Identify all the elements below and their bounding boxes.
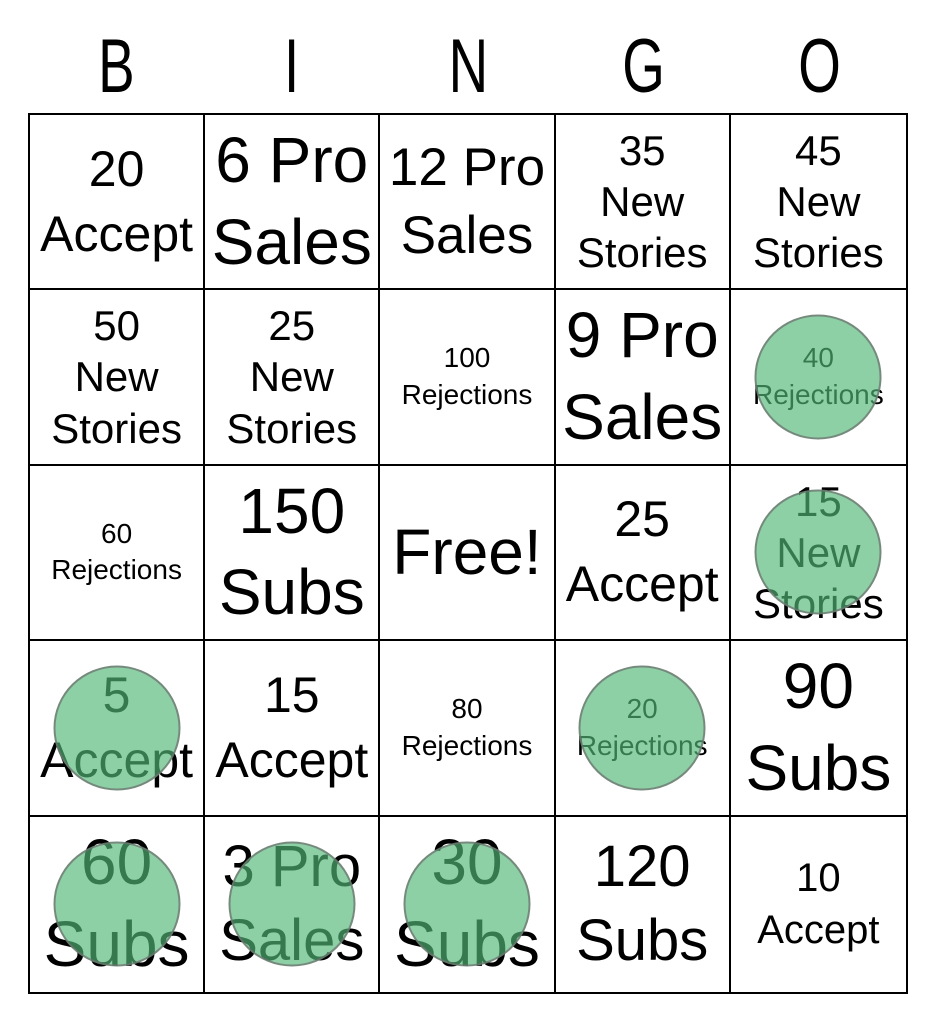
cell-label: 20 Rejections	[576, 692, 708, 761]
bingo-cell[interactable]: 120 Subs	[556, 816, 731, 992]
cell-label: 12 Pro Sales	[388, 137, 546, 265]
bingo-cell[interactable]: 9 Pro Sales	[555, 290, 731, 466]
bingo-cell[interactable]: 20 Rejections	[555, 641, 731, 817]
bingo-cell[interactable]: 25 New Stories	[205, 290, 381, 466]
bingo-title: B I N G O	[28, 0, 908, 113]
bingo-cell[interactable]: 60 Rejections	[30, 465, 206, 642]
cell-label: 80 Rejections	[401, 692, 533, 761]
cell-label: 90 Subs	[745, 649, 892, 804]
title-letter: B	[97, 24, 135, 109]
bingo-cell[interactable]: 150 Subs	[205, 465, 381, 642]
bingo-cell[interactable]: 12 Pro Sales	[380, 115, 556, 291]
title-letter: N	[448, 24, 488, 109]
title-letter-n: N	[380, 29, 556, 105]
title-letter-i: I	[204, 29, 380, 105]
bingo-cell[interactable]: 10 Accept	[731, 817, 906, 992]
cell-label: 15 Accept	[215, 666, 369, 788]
cell-label: 40 Rejections	[753, 342, 884, 411]
cell-label: 5 Accept	[40, 666, 194, 788]
title-letter: G	[622, 24, 666, 109]
cell-label: 35 New Stories	[576, 126, 708, 277]
cell-label: 10 Accept	[757, 856, 880, 953]
bingo-cell[interactable]: 45 New Stories	[730, 115, 906, 291]
bingo-cell[interactable]: 40 Rejections	[730, 290, 906, 466]
cell-label: 45 New Stories	[753, 126, 884, 277]
bingo-grid: 20 Accept 6 Pro Sales 12 Pro Sales 35 Ne…	[28, 113, 908, 994]
bingo-cell[interactable]: 80 Rejections	[380, 641, 556, 817]
title-letter: O	[798, 24, 842, 109]
cell-label: 100 Rejections	[401, 342, 533, 411]
cell-label: 20 Accept	[40, 140, 194, 262]
cell-label: 15 New Stories	[753, 477, 884, 628]
cell-label: 150 Subs	[218, 474, 365, 629]
cell-label: 25 New Stories	[226, 302, 358, 452]
cell-label: 9 Pro Sales	[562, 299, 723, 454]
bingo-cell[interactable]: 50 New Stories	[30, 290, 206, 466]
cell-label: Free!	[392, 515, 542, 588]
cell-label: 120 Subs	[576, 834, 709, 974]
bingo-cell[interactable]: 25 Accept	[555, 465, 731, 642]
bingo-cell[interactable]: 20 Accept	[30, 115, 206, 291]
bingo-cell[interactable]: 35 New Stories	[555, 115, 731, 291]
cell-label: 30 Subs	[394, 826, 540, 981]
title-letter-o: O	[732, 29, 908, 105]
cell-label: 25 Accept	[565, 491, 719, 613]
bingo-card: B I N G O 20 Accept 6 Pro Sales 12 Pro S…	[28, 0, 908, 994]
bingo-cell[interactable]: 100 Rejections	[380, 290, 556, 466]
bingo-cell[interactable]: 15 Accept	[205, 641, 381, 817]
cell-label: 3 Pro Sales	[219, 834, 365, 974]
cell-label: 50 New Stories	[51, 302, 182, 452]
bingo-cell[interactable]: 30 Subs	[380, 816, 556, 992]
cell-label: 60 Subs	[43, 826, 190, 981]
bingo-cell-free[interactable]: Free!	[380, 465, 556, 642]
cell-label: 6 Pro Sales	[211, 123, 372, 278]
bingo-cell[interactable]: 5 Accept	[30, 641, 206, 817]
bingo-cell[interactable]: 15 New Stories	[730, 466, 906, 642]
title-letter: I	[284, 24, 300, 109]
bingo-cell[interactable]: 90 Subs	[730, 641, 906, 817]
cell-label: 60 Rejections	[51, 517, 182, 586]
title-letter-g: G	[556, 29, 732, 105]
bingo-cell[interactable]: 60 Subs	[30, 816, 206, 992]
title-letter-b: B	[28, 29, 204, 105]
bingo-cell[interactable]: 3 Pro Sales	[205, 816, 381, 992]
bingo-cell[interactable]: 6 Pro Sales	[205, 115, 381, 291]
